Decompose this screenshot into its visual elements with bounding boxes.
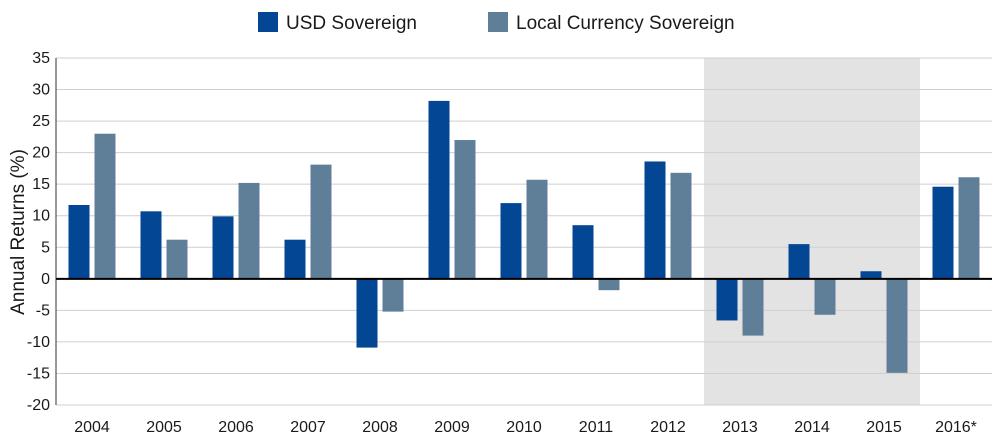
x-tick-labels: 2004 2005 2006 2007 2008 2009 2010 2011 2012 2013…: [74, 419, 977, 436]
legend: USD Sovereign Local Currency Sovereign: [258, 12, 735, 34]
bar-local-currency-sovereign: [382, 278, 404, 312]
bar-usd-sovereign: [932, 186, 954, 279]
y-tick-label: 10: [32, 208, 50, 225]
x-tick-label: 2006: [218, 419, 254, 436]
bar-usd-sovereign: [68, 205, 90, 279]
x-tick-label: 2014: [794, 419, 830, 436]
x-tick-label: 2013: [722, 419, 758, 436]
y-tick-label: -15: [27, 365, 50, 382]
bar-usd-sovereign: [212, 216, 234, 279]
y-tick-label: 15: [32, 176, 50, 193]
bar-local-currency-sovereign: [958, 177, 980, 279]
x-tick-label: 2016*: [935, 419, 977, 436]
legend-label: USD Sovereign: [286, 13, 417, 34]
x-tick-label: 2007: [290, 419, 326, 436]
bar-local-currency-sovereign: [454, 140, 476, 279]
y-tick-labels: 35 30 25 20 15 10 5 0 -5 -10 -15 -20: [27, 50, 50, 414]
legend-label: Local Currency Sovereign: [516, 13, 735, 34]
x-tick-label: 2012: [650, 419, 686, 436]
bar-local-currency-sovereign: [886, 278, 908, 373]
gridlines: [56, 57, 992, 406]
bar-usd-sovereign: [860, 271, 882, 279]
bar-local-currency-sovereign: [310, 164, 332, 279]
y-tick-label: 0: [41, 271, 50, 288]
bar-local-currency-sovereign: [598, 278, 620, 291]
y-axis-label: Annual Returns (%): [8, 149, 29, 315]
x-tick-label: 2010: [506, 419, 542, 436]
y-tick-label: 25: [32, 113, 50, 130]
legend-swatch: [258, 12, 278, 32]
y-tick-label: -10: [27, 334, 50, 351]
x-tick-label: 2008: [362, 419, 398, 436]
axes: [55, 58, 992, 405]
y-tick-label: -5: [36, 302, 50, 319]
bar-usd-sovereign: [644, 161, 666, 279]
bars: [68, 100, 980, 373]
y-tick-label: 20: [32, 145, 50, 162]
y-tick-label: 5: [41, 239, 50, 256]
bar-local-currency-sovereign: [166, 239, 188, 279]
bar-local-currency-sovereign: [526, 179, 548, 279]
y-tick-label: -20: [27, 397, 50, 414]
bar-local-currency-sovereign: [238, 182, 260, 279]
bar-local-currency-sovereign: [94, 133, 116, 279]
x-tick-label: 2005: [146, 419, 182, 436]
bar-usd-sovereign: [140, 211, 162, 279]
shaded-period: [704, 58, 920, 405]
shaded-region: [704, 58, 920, 405]
y-tick-label: 30: [32, 82, 50, 99]
bar-usd-sovereign: [788, 244, 810, 279]
x-tick-label: 2004: [74, 419, 110, 436]
bar-usd-sovereign: [356, 278, 378, 348]
x-tick-label: 2009: [434, 419, 470, 436]
y-tick-label: 35: [32, 50, 50, 67]
bar-local-currency-sovereign: [742, 278, 764, 336]
bar-usd-sovereign: [572, 225, 594, 279]
bar-usd-sovereign: [428, 100, 450, 279]
x-tick-label: 2015: [866, 419, 902, 436]
bar-usd-sovereign: [716, 278, 738, 321]
x-tick-label: 2011: [579, 419, 614, 436]
bar-usd-sovereign: [500, 203, 522, 279]
bar-local-currency-sovereign: [670, 172, 692, 279]
bar-local-currency-sovereign: [814, 278, 836, 315]
legend-swatch: [488, 12, 508, 32]
bar-usd-sovereign: [284, 239, 306, 279]
